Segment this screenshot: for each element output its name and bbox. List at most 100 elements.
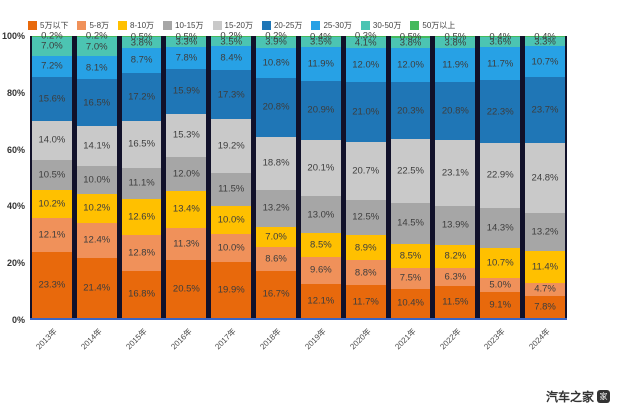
segment-30-50万: 3.5% xyxy=(300,36,341,48)
legend-swatch-icon xyxy=(77,20,87,30)
legend-item-8-10万[interactable]: 8-10万 xyxy=(118,20,154,31)
segment-value-label: 8.5% xyxy=(310,239,332,251)
legend-item-30-50万[interactable]: 30-50万 xyxy=(360,20,401,31)
segment-20-25万: 21.0% xyxy=(345,82,386,142)
segment-8-10万: 10.7% xyxy=(480,248,521,279)
x-cell: 2022年 xyxy=(435,322,475,384)
segment-value-label: 8.8% xyxy=(354,267,377,279)
segment-15-20万: 24.8% xyxy=(525,143,565,214)
segment-30-50万: 3.3% xyxy=(166,36,207,48)
segment-value-label: 20.3% xyxy=(397,105,424,117)
bar-2014年: 21.4% 12.4% 10.2% 10.0% 14.1% 16.5% 8.1% 7.0% 0.… xyxy=(76,31,117,318)
segment-30-50万: 4.1% xyxy=(345,36,386,49)
segment-20-25万: 15.6% xyxy=(32,76,72,121)
segment-10-15万: 14.5% xyxy=(390,202,431,244)
segment-value-label: 17.3% xyxy=(217,89,245,101)
segment-value-label: 7.2% xyxy=(41,60,63,72)
legend-item-5万以下[interactable]: 5万以下 xyxy=(28,20,68,31)
segment-value-label: 18.8% xyxy=(262,157,290,169)
segment-10-15万: 10.5% xyxy=(32,159,72,190)
segment-25-30万: 8.1% xyxy=(76,56,117,80)
segment-value-label: 8.9% xyxy=(354,242,377,254)
segment-value-label: 10.5% xyxy=(38,169,66,181)
segment-8-10万: 8.2% xyxy=(435,244,476,268)
segment-value-label: 10.0% xyxy=(217,214,245,226)
segment-30-50万: 7.0% xyxy=(76,36,117,57)
segment-value-label: 20.8% xyxy=(441,105,469,117)
segment-25-30万: 11.7% xyxy=(480,47,521,81)
legend-item-50万以上[interactable]: 50万以上 xyxy=(410,20,455,31)
legend-item-5-8万[interactable]: 5-8万 xyxy=(77,20,109,31)
segment-value-label: 12.5% xyxy=(352,211,380,223)
segment-25-30万: 10.8% xyxy=(256,47,296,79)
segment-value-label: 11.1% xyxy=(128,177,155,189)
x-cell: 2014年 xyxy=(77,322,117,384)
x-cell: 2017年 xyxy=(211,322,251,384)
chart-area: 0% 20% 40% 60% 80% 100% 23.3% 12.1% 10.2% 10.5% 1… xyxy=(0,31,620,325)
segment-10-15万: 13.9% xyxy=(435,205,476,245)
segment-5-8万: 4.7% xyxy=(525,282,565,297)
segment-20-25万: 23.7% xyxy=(525,76,565,144)
segment-50万以上: 0.5% xyxy=(166,31,207,42)
y-tick-label: 20% xyxy=(6,258,25,269)
watermark: 汽车之家 家 xyxy=(546,388,610,405)
legend-item-15-20万[interactable]: 15-20万 xyxy=(212,20,253,31)
segment-value-label: 5.0% xyxy=(489,279,512,291)
segment-value-label: 3.3% xyxy=(534,36,556,48)
x-tick-label: 2015年 xyxy=(124,326,149,352)
segment-value-label: 13.0% xyxy=(307,209,335,221)
segment-value-label: 3.5% xyxy=(310,36,332,48)
x-tick-label: 2021年 xyxy=(393,326,418,352)
segment-50万以上: 0.4% xyxy=(480,31,521,42)
segment-8-10万: 13.4% xyxy=(166,190,207,229)
segment-value-label: 13.2% xyxy=(531,226,559,238)
segment-10-15万: 14.3% xyxy=(480,207,521,249)
segment-15-20万: 16.5% xyxy=(121,121,162,168)
segment-25-30万: 10.7% xyxy=(525,46,565,77)
segment-value-label: 20.8% xyxy=(262,101,290,113)
x-tick-label: 2016年 xyxy=(168,326,194,352)
segment-30-50万: 3.3% xyxy=(525,36,565,48)
segment-30-50万: 3.6% xyxy=(480,37,521,48)
x-tick-label: 2019年 xyxy=(303,326,328,352)
legend-item-25-30万[interactable]: 25-30万 xyxy=(311,20,352,31)
x-cell: 2013年 xyxy=(32,322,72,384)
segment-15-20万: 15.3% xyxy=(166,113,207,157)
segment-value-label: 16.8% xyxy=(128,288,156,300)
autohome-logo-icon: 家 xyxy=(597,390,610,403)
segment-10-15万: 13.2% xyxy=(525,213,565,251)
segment-value-label: 14.3% xyxy=(486,222,514,234)
segment-50万以上: 0.2% xyxy=(211,31,252,42)
legend-label: 5万以下 xyxy=(40,20,69,30)
segment-5万以下: 9.1% xyxy=(480,292,521,318)
x-tick-label: 2013年 xyxy=(34,326,59,352)
segment-value-label: 23.1% xyxy=(441,167,469,179)
segment-value-label: 19.9% xyxy=(217,284,245,296)
segment-value-label: 6.3% xyxy=(444,271,467,283)
x-cell: 2019年 xyxy=(301,322,341,384)
segment-5-8万: 8.6% xyxy=(256,246,296,271)
segment-15-20万: 20.7% xyxy=(345,141,386,200)
segment-25-30万: 7.2% xyxy=(32,56,72,77)
segment-value-label: 12.0% xyxy=(172,168,200,180)
segment-value-label: 13.4% xyxy=(172,203,200,215)
legend-item-10-15万[interactable]: 10-15万 xyxy=(163,20,204,31)
segment-value-label: 22.3% xyxy=(486,106,514,118)
segment-5万以下: 7.8% xyxy=(525,296,565,318)
segment-value-label: 10.7% xyxy=(531,56,559,68)
legend-label: 15-20万 xyxy=(224,20,253,30)
segment-25-30万: 7.8% xyxy=(166,46,207,69)
segment-value-label: 3.5% xyxy=(220,36,243,48)
bar-2018年: 16.7% 8.6% 7.0% 13.2% 18.8% 20.8% 10.8% 3.9% 0.2… xyxy=(256,31,296,318)
segment-value-label: 3.3% xyxy=(175,36,198,48)
bar-2023年: 9.1% 5.0% 10.7% 14.3% 22.9% 22.3% 11.7% 3.6% 0.4… xyxy=(480,31,521,318)
segment-value-label: 19.2% xyxy=(217,140,245,152)
segment-value-label: 11.5% xyxy=(442,296,469,308)
segment-value-label: 11.5% xyxy=(218,183,245,195)
legend-label: 20-25万 xyxy=(273,20,303,30)
legend-item-20-25万[interactable]: 20-25万 xyxy=(261,20,303,31)
bar-2016年: 20.5% 11.3% 13.4% 12.0% 15.3% 15.9% 7.8% 3.3% 0.… xyxy=(166,31,207,318)
segment-10-15万: 11.5% xyxy=(211,173,252,206)
segment-value-label: 7.8% xyxy=(534,301,556,313)
bar-2020年: 11.7% 8.8% 8.9% 12.5% 20.7% 21.0% 12.0% 4.1% 0.3… xyxy=(345,31,386,318)
